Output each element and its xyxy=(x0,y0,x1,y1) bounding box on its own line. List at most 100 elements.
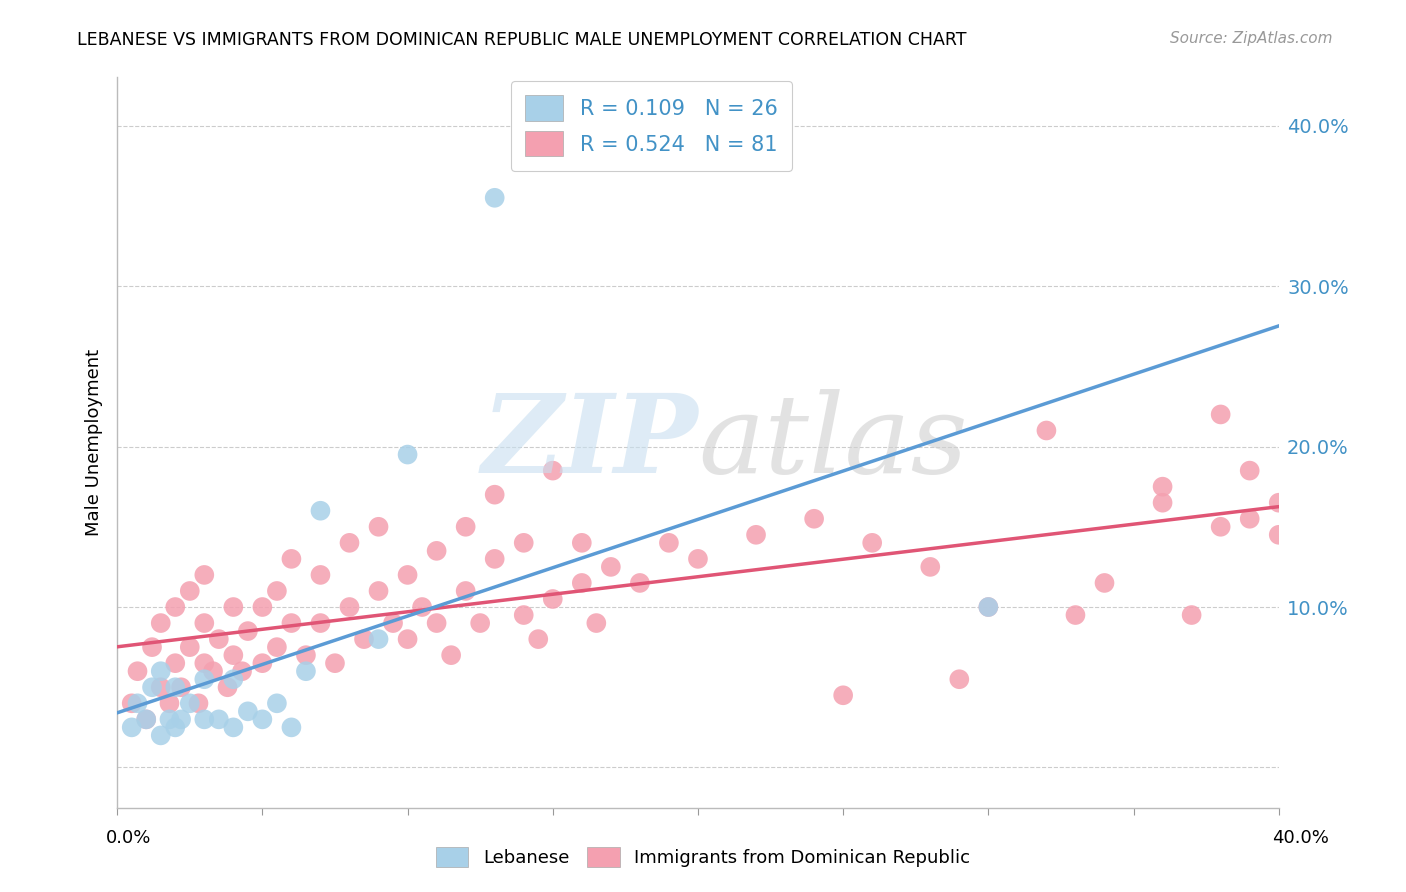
Point xyxy=(170,680,193,694)
Point xyxy=(149,680,172,694)
Legend: R = 0.109   N = 26, R = 0.524   N = 81: R = 0.109 N = 26, R = 0.524 N = 81 xyxy=(510,80,792,171)
Point xyxy=(149,664,172,678)
Y-axis label: Male Unemployment: Male Unemployment xyxy=(86,349,103,536)
Point xyxy=(977,600,1000,615)
Point xyxy=(1267,528,1289,542)
Point xyxy=(454,520,477,534)
Point xyxy=(193,616,215,631)
Point xyxy=(599,560,621,574)
Point xyxy=(339,536,361,550)
Point xyxy=(470,616,492,631)
Point xyxy=(367,632,389,646)
Point xyxy=(165,720,187,734)
Text: LEBANESE VS IMMIGRANTS FROM DOMINICAN REPUBLIC MALE UNEMPLOYMENT CORRELATION CHA: LEBANESE VS IMMIGRANTS FROM DOMINICAN RE… xyxy=(77,31,967,49)
Point xyxy=(454,584,477,599)
Point xyxy=(920,560,942,574)
Legend: Lebanese, Immigrants from Dominican Republic: Lebanese, Immigrants from Dominican Repu… xyxy=(429,839,977,874)
Point xyxy=(382,616,405,631)
Point xyxy=(541,464,564,478)
Point xyxy=(367,520,389,534)
Point xyxy=(426,616,449,631)
Point xyxy=(252,656,274,670)
Point xyxy=(353,632,375,646)
Point xyxy=(396,448,419,462)
Point xyxy=(165,680,187,694)
Point xyxy=(832,688,855,702)
Point xyxy=(367,584,389,599)
Point xyxy=(686,552,709,566)
Point xyxy=(252,712,274,726)
Point xyxy=(1152,480,1174,494)
Point xyxy=(252,600,274,615)
Point xyxy=(309,504,332,518)
Point xyxy=(339,600,361,615)
Point xyxy=(149,616,172,631)
Point xyxy=(396,568,419,582)
Point xyxy=(127,696,149,710)
Point xyxy=(193,656,215,670)
Point xyxy=(512,608,534,623)
Point xyxy=(1267,496,1289,510)
Point xyxy=(1239,512,1261,526)
Point xyxy=(127,664,149,678)
Point xyxy=(1152,496,1174,510)
Point xyxy=(323,656,346,670)
Point xyxy=(1035,424,1057,438)
Point xyxy=(571,536,593,550)
Point xyxy=(571,576,593,591)
Point xyxy=(512,536,534,550)
Point xyxy=(266,584,288,599)
Point xyxy=(484,552,506,566)
Point xyxy=(280,552,302,566)
Point xyxy=(628,576,651,591)
Point xyxy=(1064,608,1087,623)
Point xyxy=(222,648,245,662)
Point xyxy=(280,616,302,631)
Point xyxy=(121,720,143,734)
Point xyxy=(141,680,163,694)
Point xyxy=(231,664,253,678)
Point xyxy=(165,600,187,615)
Point xyxy=(222,720,245,734)
Point xyxy=(135,712,157,726)
Point xyxy=(149,728,172,742)
Point xyxy=(222,672,245,686)
Text: 40.0%: 40.0% xyxy=(1272,829,1329,847)
Point xyxy=(202,664,225,678)
Point xyxy=(193,712,215,726)
Point xyxy=(208,712,231,726)
Point xyxy=(179,584,201,599)
Point xyxy=(187,696,209,710)
Point xyxy=(193,672,215,686)
Point xyxy=(236,704,259,718)
Point xyxy=(411,600,433,615)
Point xyxy=(266,696,288,710)
Point xyxy=(1181,608,1204,623)
Point xyxy=(170,712,193,726)
Point xyxy=(541,592,564,607)
Point xyxy=(236,624,259,638)
Point xyxy=(208,632,231,646)
Point xyxy=(266,640,288,654)
Text: 0.0%: 0.0% xyxy=(105,829,150,847)
Point xyxy=(135,712,157,726)
Point xyxy=(222,600,245,615)
Point xyxy=(159,696,181,710)
Text: Source: ZipAtlas.com: Source: ZipAtlas.com xyxy=(1170,31,1333,46)
Point xyxy=(1209,408,1232,422)
Point xyxy=(1209,520,1232,534)
Point xyxy=(977,600,1000,615)
Point xyxy=(527,632,550,646)
Point xyxy=(165,656,187,670)
Point xyxy=(141,640,163,654)
Point xyxy=(121,696,143,710)
Text: atlas: atlas xyxy=(697,389,967,496)
Text: ZIP: ZIP xyxy=(481,389,697,496)
Point xyxy=(179,696,201,710)
Point xyxy=(860,536,883,550)
Point xyxy=(309,616,332,631)
Point xyxy=(803,512,825,526)
Point xyxy=(217,680,239,694)
Point xyxy=(193,568,215,582)
Point xyxy=(159,712,181,726)
